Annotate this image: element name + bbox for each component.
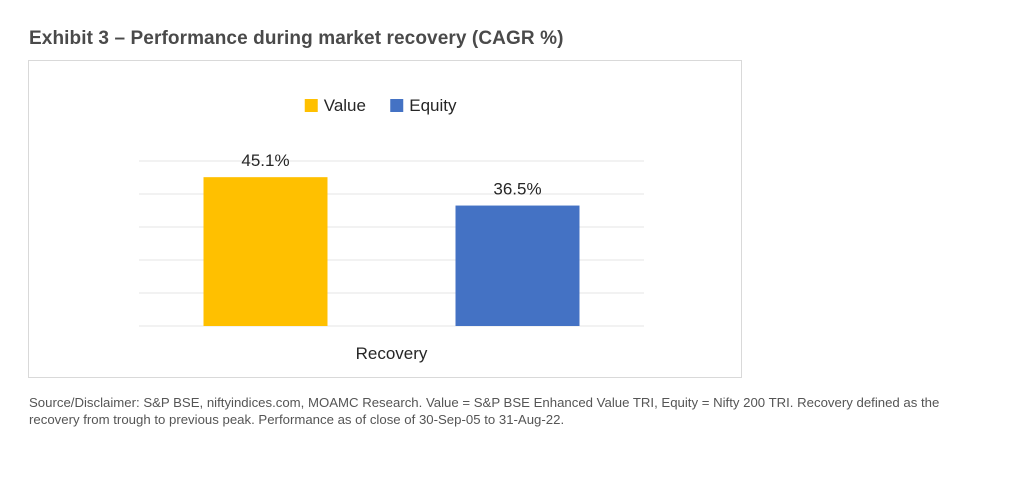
chart-frame: 45.1% 36.5% Recovery Value Equity <box>28 60 742 378</box>
data-label-value: 45.1% <box>241 151 289 170</box>
bar-value <box>203 177 328 326</box>
category-label: Recovery <box>356 344 428 363</box>
bar-chart: 45.1% 36.5% Recovery Value Equity <box>139 96 644 363</box>
exhibit-title: Exhibit 3 – Performance during market re… <box>29 28 564 49</box>
data-label-equity: 36.5% <box>493 180 541 199</box>
legend-swatch-equity <box>390 99 404 112</box>
bar-equity <box>455 205 580 326</box>
legend-label-value: Value <box>324 96 366 115</box>
source-note: Source/Disclaimer: S&P BSE, niftyindices… <box>29 395 940 427</box>
legend-swatch-value <box>304 99 318 112</box>
legend-label-equity: Equity <box>409 96 457 115</box>
